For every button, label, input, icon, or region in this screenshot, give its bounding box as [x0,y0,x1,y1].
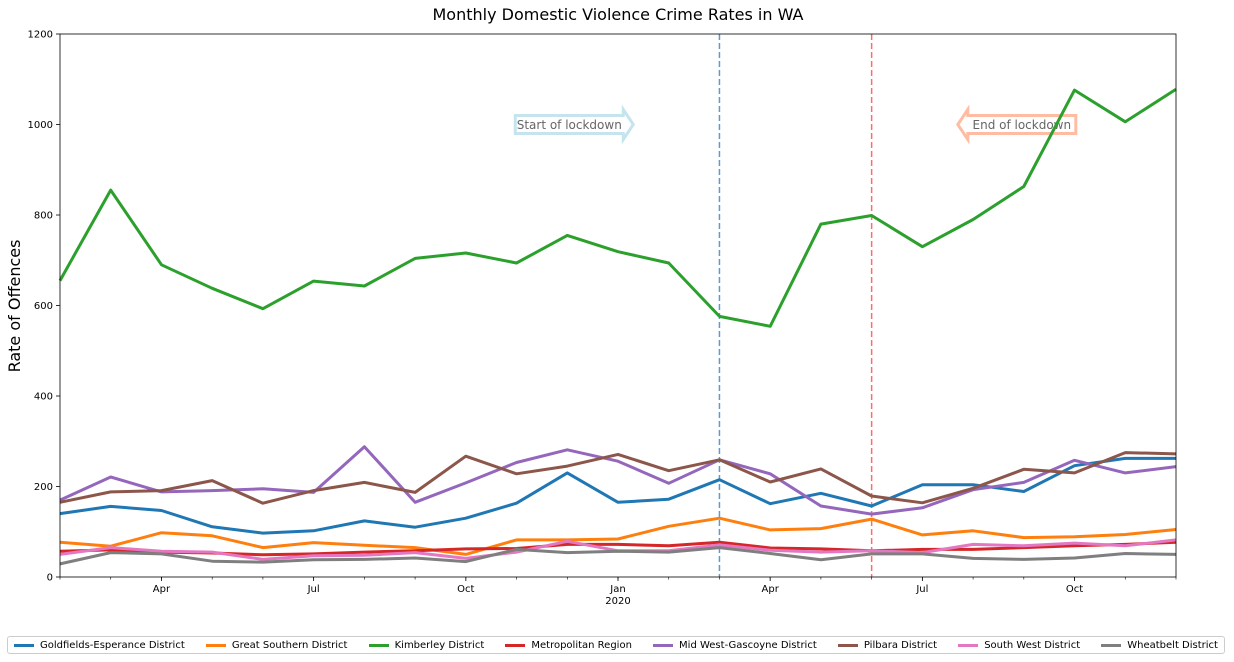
lockdown-lines [718,34,873,577]
legend-item-0: Goldfields-Esperance District [14,640,185,651]
y-tick-label: 200 [34,482,53,493]
y-tick-label: 600 [34,301,53,312]
legend-swatch [205,643,226,647]
x-tick-sublabel: 2020 [605,596,630,607]
legend-swatch [14,643,34,647]
x-tick-label: Jul [307,584,320,595]
y-tick-label: 0 [47,573,53,584]
x-tick-label: Oct [1066,584,1083,595]
annotation-text-0: Start of lockdown [517,118,622,132]
x-tick-label: Apr [153,584,171,595]
x-tick-label: Jul [915,584,928,595]
series-line-3 [59,540,1177,557]
legend-item-6: South West District [958,640,1080,651]
series-line-2 [58,87,1177,328]
series-line-6 [59,538,1177,561]
chart-title: Monthly Domestic Violence Crime Rates in… [433,5,804,24]
legend-item-4: Mid West-Gascoyne District [653,640,817,651]
series-line-4 [59,445,1177,516]
y-tick-label: 1000 [28,120,53,131]
legend-label: Great Southern District [231,639,348,651]
legend-label: South West District [984,639,1081,651]
legend-label: Mid West-Gascoyne District [679,639,817,651]
y-tick-label: 400 [34,392,53,403]
legend-swatch [958,643,979,647]
x-tick-label: Oct [457,584,474,595]
series-line-1 [59,516,1177,556]
legend-item-5: Pilbara District [837,639,938,651]
legend-swatch [505,643,526,647]
x-tick-label: Apr [762,584,780,595]
annotation-arrow-0 [513,104,636,145]
legend-label: Wheatbelt District [1127,639,1218,651]
legend-item-7: Wheatbelt District [1101,640,1218,651]
series-line-7 [59,546,1177,566]
legend-label: Metropolitan Region [531,639,632,651]
legend: Goldfields-Esperance District Great South… [7,636,1225,654]
annotation-text-1: End of lockdown [973,118,1072,132]
x-tick-label: Jan [609,584,625,595]
legend-swatch [837,643,858,647]
legend-swatch [368,643,389,647]
annotations: Start of lockdown End of lockdown [513,104,1078,145]
series-line-5 [59,451,1177,505]
y-tick-label: 800 [34,211,53,222]
legend-label: Kimberley District [394,639,485,651]
annotation-0: Start of lockdown [513,104,636,145]
legend-label: Pilbara District [863,639,938,651]
legend-swatch [1101,643,1122,647]
y-axis-label: Rate of Offences [5,240,24,373]
legend-item-2: Kimberley District [368,639,485,651]
legend-item-1: Great Southern District [205,639,348,651]
series-lines [58,87,1177,566]
y-tick-label: 1200 [28,30,53,41]
series-line-0 [59,456,1176,535]
annotation-1: End of lockdown [956,104,1078,145]
legend-item-3: Metropolitan Region [505,640,632,651]
annotation-arrow-1 [956,104,1078,145]
legend-swatch [653,643,674,647]
legend-label: Goldfields-Esperance District [40,639,185,651]
